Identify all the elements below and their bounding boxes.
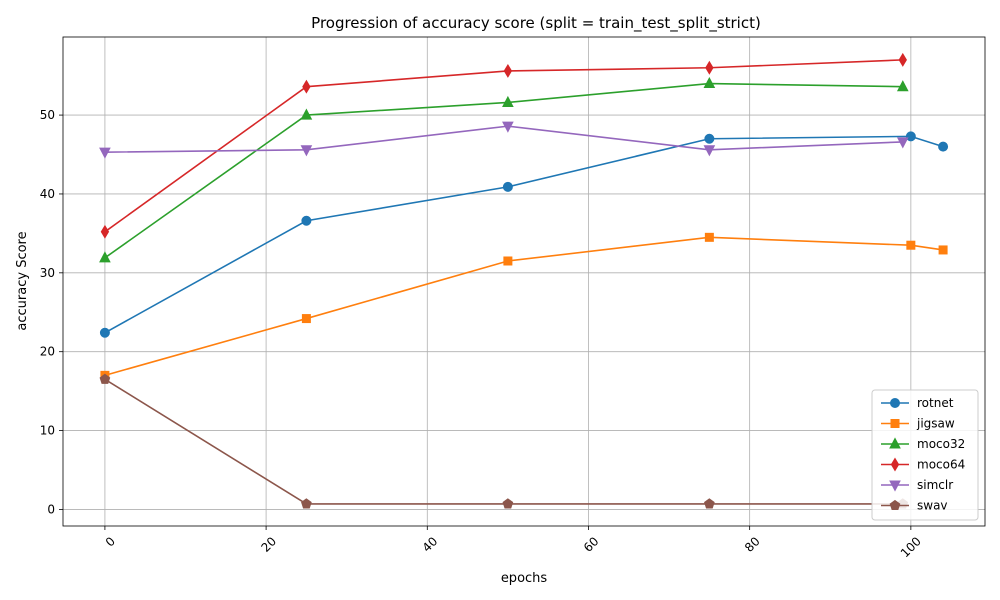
data-point-moco32: [896, 80, 909, 92]
series-line-moco64: [104, 59, 903, 233]
legend-label-simclr: simclr: [917, 478, 953, 492]
legend: rotnet jigsaw moco32 moco64 simclr swav: [871, 389, 979, 521]
x-tick-label: 80: [742, 534, 763, 555]
series-line-swav: [104, 378, 903, 505]
data-point-simclr: [502, 121, 514, 133]
data-point-moco64: [705, 60, 714, 75]
data-point-swav: [704, 498, 715, 509]
legend-marker-moco64: [890, 457, 900, 472]
y-tick-label: 20: [40, 345, 55, 359]
data-point-simclr: [300, 145, 313, 157]
legend-marker-swav: [889, 499, 901, 511]
x-tick-label: 0: [103, 534, 118, 549]
data-point-moco64: [898, 52, 907, 67]
series-markers: [99, 52, 949, 509]
data-point-jigsaw: [704, 232, 714, 242]
plot-area-frame: [62, 36, 986, 527]
data-point-simclr: [703, 145, 716, 157]
data-point-swav: [99, 373, 111, 384]
legend-marker-moco32: [889, 437, 901, 449]
legend-marker-rotnet: [890, 398, 900, 408]
legend-label-jigsaw: jigsaw: [916, 417, 955, 431]
grid: [63, 37, 985, 526]
series-line-rotnet: [104, 135, 944, 334]
y-tick-label: 30: [40, 266, 55, 280]
legend-label-swav: swav: [917, 499, 948, 513]
series-line-moco32: [104, 82, 903, 259]
x-axis-label: epochs: [501, 571, 548, 586]
data-point-jigsaw: [938, 245, 948, 255]
data-point-rotnet: [704, 133, 715, 144]
data-point-moco32: [703, 76, 716, 89]
series-line-jigsaw: [104, 236, 944, 377]
data-point-moco64: [503, 63, 513, 78]
x-axis-ticks: 0 20 40 60 80 100: [103, 526, 924, 560]
legend-marker-jigsaw: [890, 419, 900, 428]
y-tick-label: 10: [40, 424, 55, 438]
data-point-rotnet: [502, 181, 513, 192]
data-point-swav: [301, 498, 312, 509]
chart-title: Progression of accuracy score (split = t…: [311, 14, 761, 33]
data-point-moco64: [100, 224, 110, 239]
data-point-jigsaw: [301, 314, 311, 324]
series-lines: [104, 59, 944, 505]
data-point-moco32: [502, 95, 514, 107]
data-point-rotnet: [301, 215, 312, 226]
data-point-moco32: [99, 251, 111, 263]
data-point-simclr: [896, 137, 909, 149]
x-tick-label: 100: [898, 534, 924, 560]
data-point-swav: [502, 498, 514, 509]
x-tick-label: 60: [581, 534, 602, 555]
data-point-rotnet: [99, 327, 110, 338]
y-tick-label: 50: [40, 108, 55, 122]
y-tick-label: 0: [47, 502, 55, 516]
data-point-moco64: [302, 79, 311, 94]
y-tick-label: 40: [40, 187, 55, 201]
legend-label-rotnet: rotnet: [917, 396, 954, 410]
data-point-simclr: [99, 147, 111, 159]
data-point-jigsaw: [503, 256, 513, 266]
legend-label-moco32: moco32: [917, 437, 965, 451]
data-point-moco32: [300, 108, 313, 120]
data-point-jigsaw: [906, 240, 916, 250]
x-tick-label: 40: [420, 534, 441, 555]
x-tick-label: 20: [258, 534, 279, 555]
legend-marker-simclr: [889, 480, 901, 492]
y-axis-label: accuracy Score: [15, 231, 30, 330]
y-axis-ticks: 0 10 20 30 40 50: [40, 108, 63, 516]
legend-label-moco64: moco64: [917, 458, 965, 472]
series-line-simclr: [104, 125, 903, 153]
data-point-rotnet: [905, 131, 916, 142]
data-point-rotnet: [938, 141, 949, 152]
